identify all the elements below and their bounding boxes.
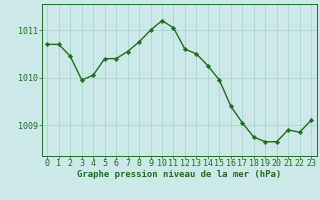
X-axis label: Graphe pression niveau de la mer (hPa): Graphe pression niveau de la mer (hPa) (77, 170, 281, 179)
